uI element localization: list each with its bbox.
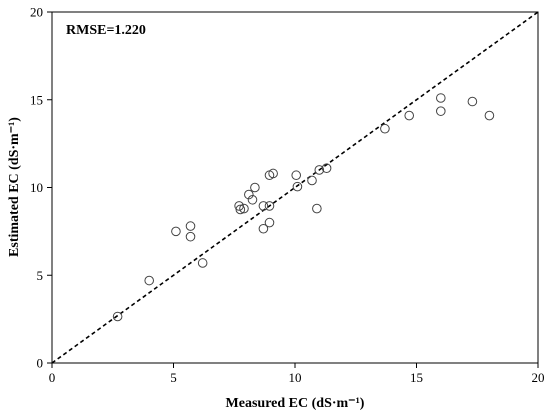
data-point	[467, 96, 478, 107]
data-point	[312, 203, 322, 214]
y-tick-label: 15	[30, 92, 43, 107]
data-point	[436, 93, 446, 103]
x-tick-label: 15	[410, 370, 423, 385]
data-point	[258, 223, 269, 234]
data-point	[258, 201, 269, 211]
data-point	[314, 165, 325, 175]
data-points-layer	[112, 93, 495, 322]
data-point	[185, 221, 196, 231]
data-point	[264, 201, 275, 211]
data-point	[112, 311, 123, 322]
y-tick-label: 10	[30, 180, 43, 195]
data-point	[292, 181, 303, 192]
y-tick-label: 20	[30, 5, 43, 20]
rmse-annotation: RMSE=1.220	[66, 23, 146, 38]
data-point	[185, 231, 196, 242]
data-point	[171, 226, 181, 237]
data-point	[321, 163, 332, 173]
reference-line-layer	[51, 11, 539, 364]
x-tick-label: 20	[532, 370, 545, 385]
data-point	[307, 175, 317, 186]
x-tick-label: 5	[170, 370, 177, 385]
data-point	[197, 258, 208, 268]
data-point	[484, 110, 495, 121]
x-axis-title: Measured EC (dS·m⁻¹)	[226, 396, 365, 411]
data-point	[244, 189, 254, 200]
y-tick-label: 5	[37, 268, 44, 283]
data-point	[144, 275, 154, 286]
axis-ticks-layer: 0 5 10 15 20 0 5 10 15 20	[30, 5, 545, 386]
data-point	[268, 168, 278, 179]
data-point	[235, 204, 246, 215]
y-tick-label: 0	[37, 356, 44, 371]
x-tick-label: 10	[289, 370, 302, 385]
data-point	[247, 194, 258, 205]
data-point	[380, 123, 390, 134]
y-axis-title: Estimated EC (dS·m⁻¹)	[7, 117, 22, 257]
data-point	[404, 110, 415, 121]
x-tick-label: 0	[49, 370, 56, 385]
data-point	[264, 217, 275, 228]
data-point	[250, 182, 260, 193]
data-point	[239, 203, 249, 214]
data-point	[436, 106, 446, 116]
one-to-one-line	[51, 11, 539, 364]
data-point	[291, 170, 302, 181]
